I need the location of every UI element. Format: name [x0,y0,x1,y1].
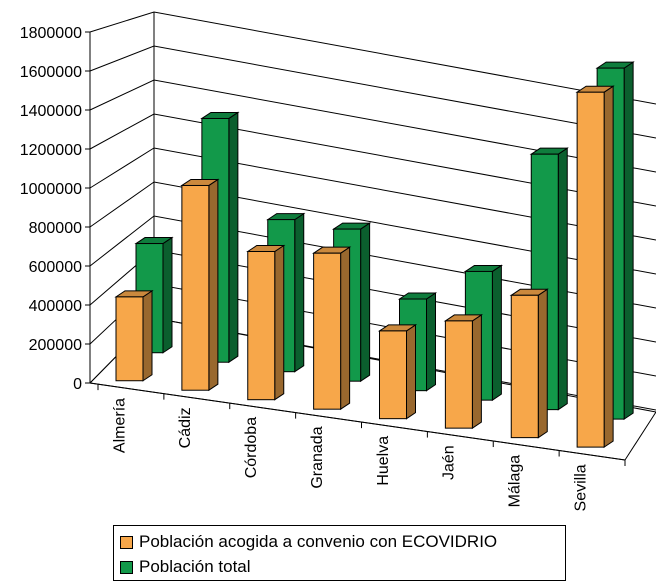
bar-series-1-6-front [510,294,539,439]
bar-series-1-7 [575,85,615,449]
bar-series-1-0 [114,289,154,382]
bar-series-1-3-side [340,246,351,411]
bar-series-1-6 [509,288,549,439]
y-tick-label: 1600000 [20,64,82,81]
legend-item-series-2: Población total [120,556,251,578]
y-tick-label: 400000 [29,298,82,315]
y-tick-label: 600000 [29,259,82,276]
bar-series-1-0-front [115,296,144,382]
bar-series-1-7-front [576,91,605,448]
y-tick-label: 800000 [29,220,82,237]
gridline [89,11,656,105]
x-tick-label: Málaga [507,455,524,508]
x-tick-label: Sevilla [572,464,589,511]
y-tick-labels: 0 200000 400000 600000 800000 1000000 1200000 1… [20,25,82,393]
legend-label-series-2: Población total [139,557,251,576]
bar-series-1-5-front [444,320,473,429]
legend-swatch-series-1 [120,535,133,549]
bar-series-1-1-front [181,184,210,391]
x-tick-label: Jaén [441,445,458,480]
x-axis-line [89,382,626,461]
bar-series-1-2-front [247,251,276,401]
bar-series-1-0-side [142,289,153,382]
bar-series-2-7-side [623,61,634,421]
x-tick-label: Granada [309,426,326,488]
bar-series-1-5 [443,313,484,430]
bars [114,61,635,449]
bar-series-1-2 [246,244,286,401]
axes [85,31,626,466]
legend: Población acogida a convenio con ECOVIDR… [113,525,566,581]
y-tick-label: 1400000 [20,103,82,120]
floor [88,317,656,461]
bar-series-1-3-front [313,252,342,410]
bar-series-2-2-side [294,212,305,373]
chart-walls [88,12,656,461]
gridline [89,45,656,139]
x-tick-labels: Almería Cádiz Córdoba Granada Huelva Jaén Mála… [111,398,589,512]
bar-series-2-0-side [162,236,173,354]
bar-series-2-4-side [426,292,436,392]
bar-series-2-3-side [360,222,371,383]
chart: 0 200000 400000 600000 800000 1000000 1200000 1… [20,11,656,512]
gridlines [89,11,656,411]
bar-series-2-6-side [557,147,568,411]
y-tick-label: 200000 [29,337,82,354]
bar-series-1-6-side [537,288,548,439]
x-tick-label: Cádiz [177,407,194,448]
y-tick-label: 1200000 [20,142,82,159]
y-tick-label: 1000000 [20,181,82,198]
legend-label-series-1: Población acogida a convenio con ECOVIDR… [139,532,498,551]
gridline [89,215,656,309]
bar-series-1-4 [377,323,418,420]
legend-swatch-series-2 [120,560,133,574]
bar-series-1-1-side [208,178,219,392]
gridline [89,147,656,241]
x-tick-label: Córdoba [243,417,260,478]
legend-item-series-1: Población acogida a convenio con ECOVIDR… [120,531,497,553]
bar-series-1-1 [180,178,220,392]
gridline [89,181,656,275]
y-tick-label: 1800000 [20,25,82,42]
y-tick-label: 0 [73,376,82,393]
gridline [89,113,656,207]
x-tick-label: Almería [111,398,128,453]
x-tick-label: Huelva [375,436,392,486]
bar-series-2-1-side [228,111,239,364]
bar-series-1-7-side [603,85,614,449]
bar-series-1-2-side [274,244,285,401]
bar-series-2-5-side [491,264,502,402]
bar-series-1-4-side [406,323,416,420]
bar-series-1-5-side [471,313,482,430]
bar-series-1-4-front [379,330,407,420]
gridline [89,79,656,173]
bar-series-1-3 [311,246,352,411]
